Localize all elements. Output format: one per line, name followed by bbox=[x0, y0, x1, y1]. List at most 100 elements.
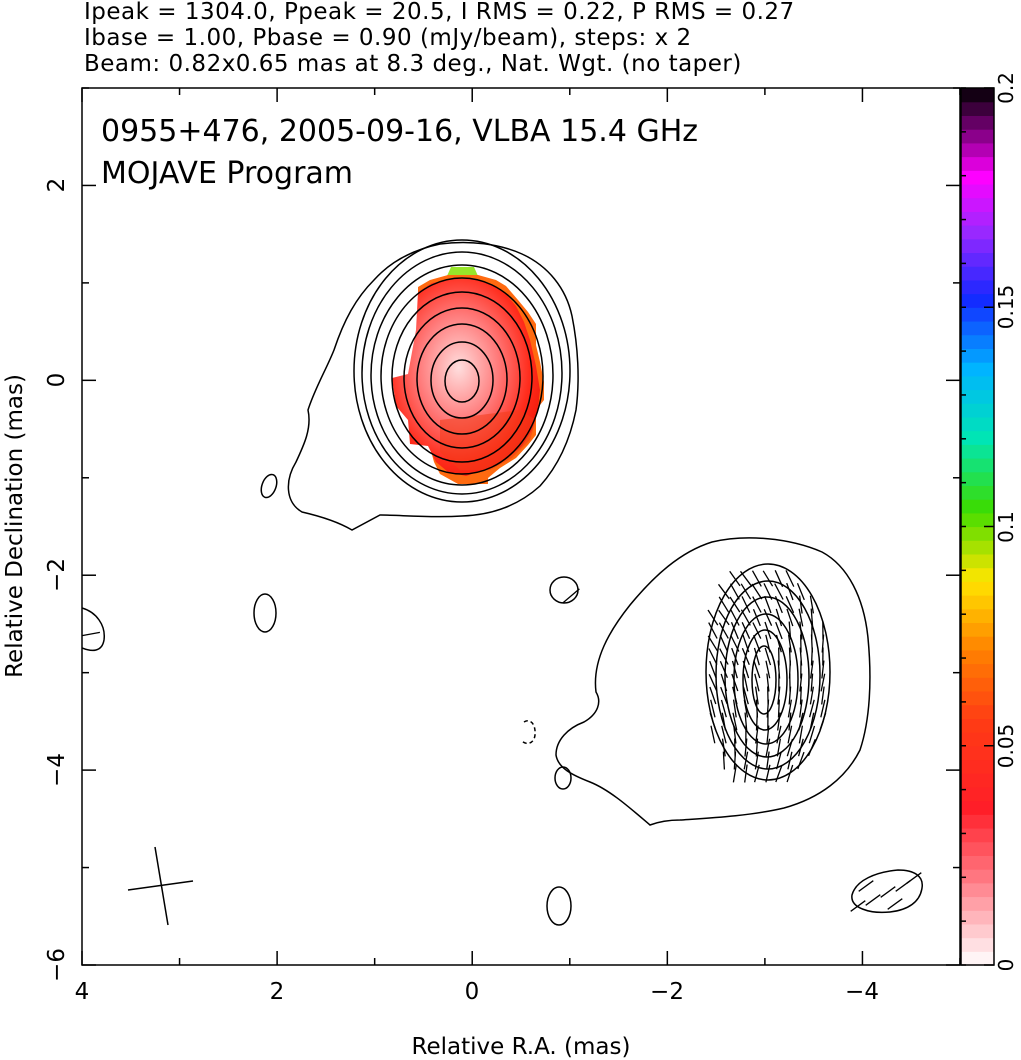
colorbar-cell bbox=[961, 526, 994, 541]
evpa-vector bbox=[775, 608, 783, 627]
contour-blob-2 bbox=[253, 593, 277, 633]
evpa-vector bbox=[82, 631, 101, 637]
colorbar-cell bbox=[961, 457, 994, 473]
colorbar-cell bbox=[961, 704, 994, 719]
evpa-vector bbox=[731, 660, 738, 679]
evpa-vector bbox=[717, 583, 730, 600]
evpa-vector bbox=[732, 686, 738, 705]
evpa-vector bbox=[721, 725, 727, 744]
evpa-vector bbox=[807, 738, 816, 757]
evpa-vector bbox=[787, 699, 793, 718]
evpa-vector bbox=[707, 609, 719, 626]
contour-blob-6 bbox=[851, 869, 923, 914]
plot-frame bbox=[81, 87, 961, 966]
evpa-vector bbox=[810, 673, 814, 692]
evpa-vector bbox=[733, 751, 737, 770]
colorbar-cell bbox=[961, 225, 994, 240]
evpa-vector bbox=[744, 738, 748, 757]
evpa-vector bbox=[798, 725, 804, 744]
polarization-cap-green bbox=[447, 267, 478, 276]
colorbar-cell bbox=[961, 567, 994, 582]
contour-core-level-5 bbox=[380, 277, 544, 475]
evpa-vector bbox=[562, 588, 580, 604]
colorbar-cell bbox=[961, 786, 994, 802]
evpa-vector bbox=[753, 634, 761, 653]
x-tick-label: −2 bbox=[650, 979, 684, 1005]
colorbar-cell bbox=[961, 88, 994, 103]
colorbar-cell bbox=[961, 129, 994, 144]
contour-core-level-8 bbox=[416, 323, 508, 435]
colorbar-cell bbox=[961, 334, 994, 349]
evpa-vector bbox=[708, 674, 718, 691]
colorbar-tick-label: 0.05 bbox=[994, 724, 1018, 769]
colorbar-cell bbox=[961, 512, 994, 528]
chart-title: 0955+476, 2005-09-16, VLBA 15.4 GHz bbox=[101, 114, 698, 149]
evpa-vector bbox=[775, 621, 783, 640]
colorbar-cell bbox=[961, 841, 994, 856]
evpa-vector bbox=[708, 648, 718, 665]
evpa-vector bbox=[810, 647, 813, 666]
colorbar-cell bbox=[961, 362, 994, 377]
evpa-vector bbox=[798, 712, 804, 731]
colorbar-cell bbox=[961, 485, 994, 500]
evpa-vector bbox=[743, 673, 749, 692]
evpa-vector bbox=[755, 725, 759, 744]
evpa-vector bbox=[740, 583, 752, 600]
evpa-vector bbox=[755, 712, 758, 731]
evpa-vector bbox=[774, 595, 783, 614]
colorbar-cell bbox=[961, 142, 994, 158]
evpa-vector bbox=[741, 622, 751, 639]
evpa-vector bbox=[765, 738, 771, 757]
header-beam-line: Beam: 0.82x0.65 mas at 8.3 deg., Nat. Wg… bbox=[84, 51, 742, 77]
evpa-vector bbox=[719, 648, 729, 665]
evpa-vector bbox=[709, 686, 717, 705]
evpa-vector bbox=[732, 764, 737, 783]
colorbar-cell bbox=[961, 745, 994, 761]
evpa-vector bbox=[774, 583, 784, 600]
evpa-vector bbox=[710, 699, 716, 718]
colorbar-ticks bbox=[961, 87, 994, 966]
colorbar-cell bbox=[961, 923, 994, 939]
evpa-vector bbox=[775, 634, 782, 653]
contour-blob-1 bbox=[260, 473, 278, 499]
evpa-vector bbox=[765, 634, 771, 653]
contour-core-level-7 bbox=[403, 307, 521, 449]
evpa-vector bbox=[763, 609, 773, 626]
evpa-vector bbox=[788, 621, 792, 640]
contour-core-level-9 bbox=[430, 341, 494, 419]
colorbar-cell bbox=[961, 595, 994, 610]
evpa-vector bbox=[796, 582, 805, 601]
evpa-vector bbox=[731, 647, 739, 666]
colorbar-cell bbox=[961, 252, 994, 267]
evpa-vector bbox=[708, 622, 718, 639]
evpa-vector bbox=[786, 608, 794, 627]
colorbar-cell bbox=[961, 814, 994, 829]
x-tick-label: 0 bbox=[465, 979, 480, 1005]
contour-blob-5 bbox=[546, 886, 572, 926]
evpa-vector bbox=[718, 596, 730, 613]
evpa-vector bbox=[743, 699, 749, 718]
evpa-vector bbox=[718, 609, 730, 626]
evpa-vector bbox=[753, 660, 761, 679]
colorbar-cell bbox=[961, 759, 994, 774]
evpa-vector bbox=[785, 570, 795, 587]
colorbar-tick-label: 0.1 bbox=[994, 511, 1018, 543]
colorbar-cell bbox=[961, 156, 994, 171]
y-tick-label: −2 bbox=[44, 558, 70, 592]
chart-subtitle: MOJAVE Program bbox=[101, 156, 353, 191]
evpa-vector bbox=[787, 634, 792, 653]
y-tick-label: 0 bbox=[44, 373, 70, 388]
evpa-vector bbox=[766, 751, 770, 770]
contour-jet-level-2 bbox=[705, 563, 831, 781]
x-tick-label: −4 bbox=[845, 979, 879, 1005]
evpa-vector bbox=[707, 635, 719, 652]
evpa-vector bbox=[808, 699, 815, 718]
evpa-vector bbox=[775, 751, 782, 770]
colorbar-cell bbox=[961, 389, 994, 404]
evpa-vector bbox=[809, 595, 815, 614]
contour-layer bbox=[82, 239, 923, 926]
evpa-vector bbox=[819, 712, 827, 731]
evpa-vector bbox=[820, 699, 826, 718]
evpa-vector bbox=[764, 647, 772, 666]
colorbar-cell bbox=[961, 663, 994, 678]
